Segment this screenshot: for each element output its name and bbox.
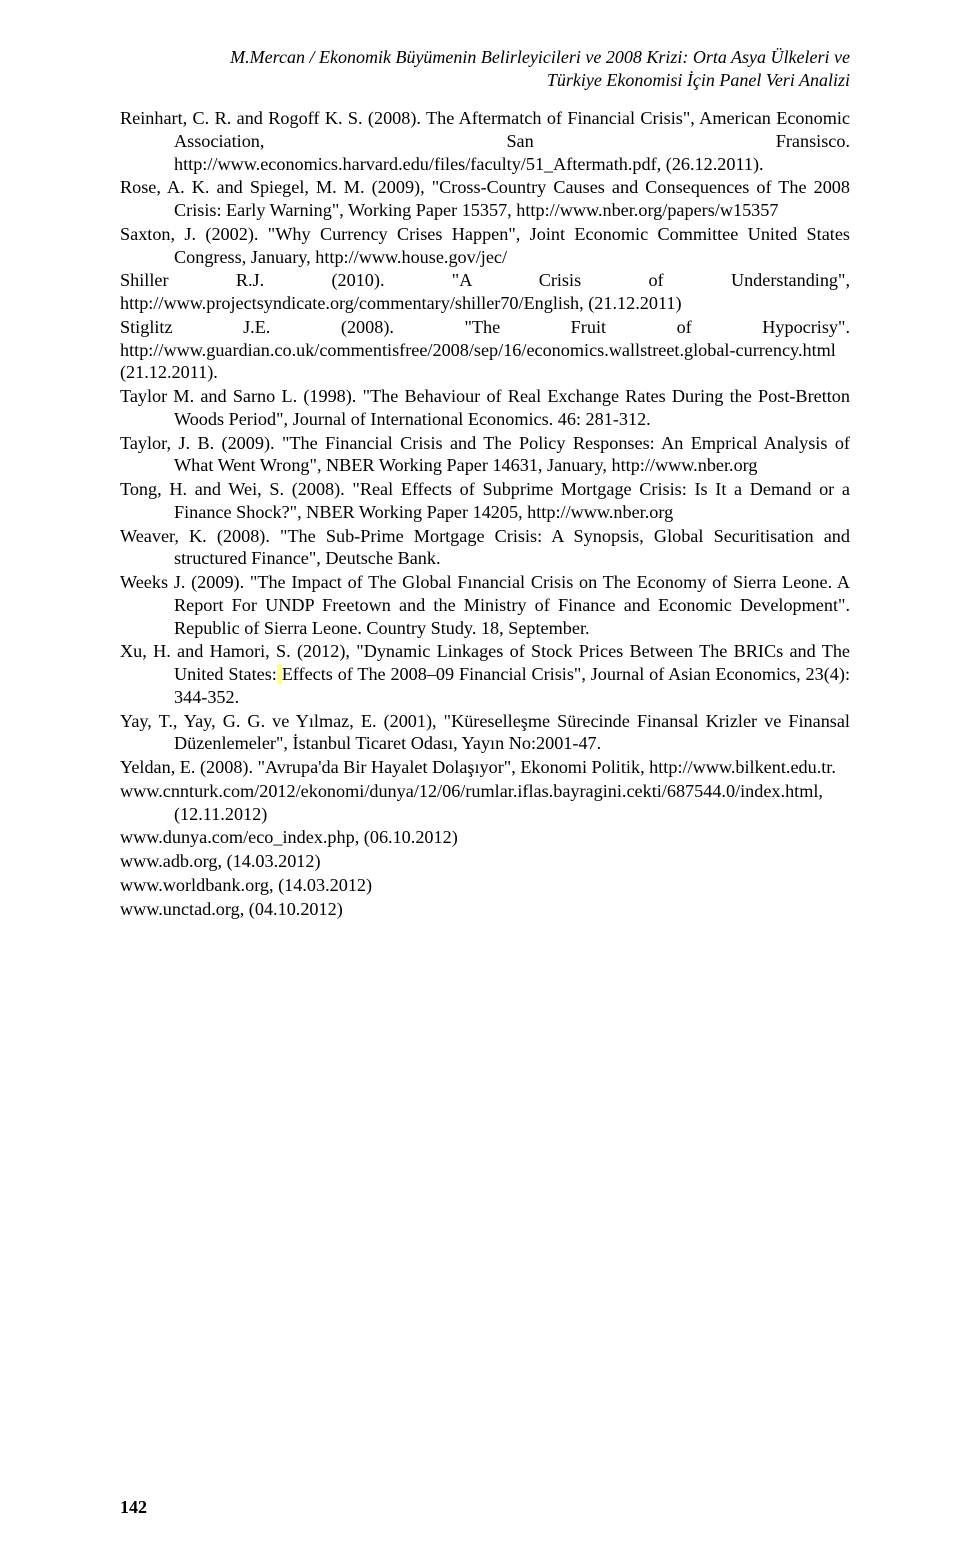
ref-yeldan: Yeldan, E. (2008). "Avrupa'da Bir Hayale… [120,756,850,779]
ref-unctad: www.unctad.org, (04.10.2012) [120,898,850,921]
running-head-line1: M.Mercan / Ekonomik Büyümenin Belirleyic… [230,47,850,67]
ref-worldbank: www.worldbank.org, (14.03.2012) [120,874,850,897]
ref-taylor-j: Taylor, J. B. (2009). "The Financial Cri… [120,432,850,478]
ref-yay: Yay, T., Yay, G. G. ve Yılmaz, E. (2001)… [120,710,850,756]
ref-rose: Rose, A. K. and Spiegel, M. M. (2009), "… [120,176,850,222]
page: M.Mercan / Ekonomik Büyümenin Belirleyic… [0,0,960,1566]
ref-reinhart: Reinhart, C. R. and Rogoff K. S. (2008).… [120,107,850,175]
ref-saxton: Saxton, J. (2002). "Why Currency Crises … [120,223,850,269]
ref-adb: www.adb.org, (14.03.2012) [120,850,850,873]
page-number: 142 [120,1497,147,1518]
running-head-line2: Türkiye Ekonomisi İçin Panel Veri Analiz… [547,70,850,90]
ref-cnn: www.cnnturk.com/2012/ekonomi/dunya/12/06… [120,780,850,826]
ref-shiller: Shiller R.J. (2010). "A Crisis of Unders… [120,269,850,315]
ref-stiglitz: Stiglitz J.E. (2008). "The Fruit of Hypo… [120,316,850,384]
references-block: Reinhart, C. R. and Rogoff K. S. (2008).… [120,107,850,920]
ref-tong: Tong, H. and Wei, S. (2008). "Real Effec… [120,478,850,524]
ref-xu: Xu, H. and Hamori, S. (2012), "Dynamic L… [120,640,850,708]
ref-weaver: Weaver, K. (2008). "The Sub-Prime Mortga… [120,525,850,571]
ref-taylor-m: Taylor M. and Sarno L. (1998). "The Beha… [120,385,850,431]
running-head: M.Mercan / Ekonomik Büyümenin Belirleyic… [120,46,850,91]
ref-dunya: www.dunya.com/eco_index.php, (06.10.2012… [120,826,850,849]
ref-weeks: Weeks J. (2009). "The Impact of The Glob… [120,571,850,639]
